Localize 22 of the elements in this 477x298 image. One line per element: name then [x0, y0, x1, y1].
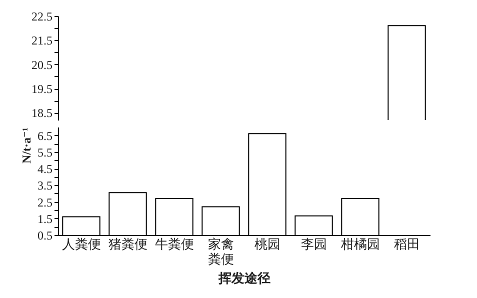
y-tick-label: 22.5 [32, 10, 52, 24]
x-tick-label: 桃园 [254, 236, 280, 252]
y-tick-label: 6.5 [38, 128, 52, 143]
y-tick-label: 0.5 [38, 228, 52, 242]
y-tick-label: 4.5 [38, 162, 52, 176]
x-tick-label: 柑橘园 [340, 236, 380, 252]
y-tick-label: 20.5 [32, 58, 52, 72]
x-tick-label: 猪粪便 [108, 236, 148, 252]
x-tick-label: 人粪便 [62, 236, 101, 252]
y-tick-label: 1.5 [38, 212, 52, 226]
y-tick-label: 5.5 [38, 145, 52, 160]
x-tick-label: 李园 [300, 236, 327, 252]
x-tick-label: 家禽粪便 [208, 236, 234, 266]
y-tick-label: 19.5 [32, 82, 52, 96]
x-tick-label: 稻田 [394, 236, 420, 252]
y-tick-label: 3.5 [38, 178, 52, 193]
y-tick-label: 21.5 [32, 34, 52, 48]
y-tick-label: 18.5 [32, 106, 52, 120]
x-tick-label: 牛粪便 [154, 236, 194, 252]
y-tick-label: 2.5 [38, 195, 52, 210]
x-axis-title: 挥发途径 [218, 270, 270, 286]
y-axis-title: N/t·a⁻¹ [20, 127, 34, 164]
